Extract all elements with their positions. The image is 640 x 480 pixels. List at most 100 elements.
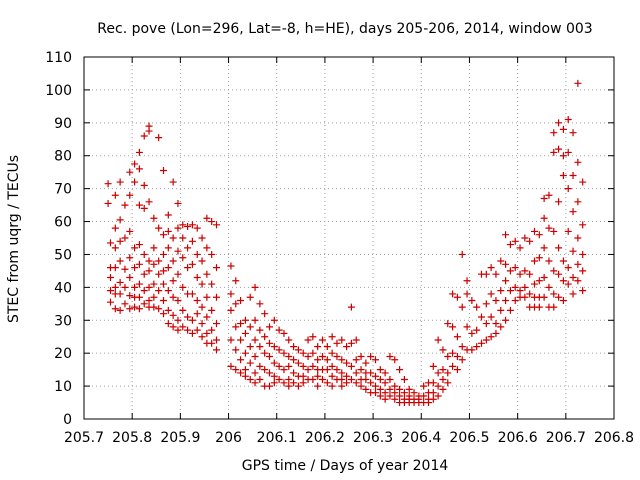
data-point bbox=[531, 280, 538, 288]
data-point bbox=[328, 372, 336, 380]
data-point bbox=[439, 366, 447, 374]
data-point bbox=[439, 385, 447, 393]
data-point bbox=[555, 119, 563, 127]
data-point bbox=[473, 343, 481, 351]
data-point bbox=[131, 283, 139, 291]
y-tick-label: 80 bbox=[54, 149, 72, 165]
data-point bbox=[482, 320, 490, 328]
data-point bbox=[275, 376, 283, 384]
data-point bbox=[381, 395, 389, 403]
data-point bbox=[323, 366, 331, 374]
data-point bbox=[203, 214, 211, 222]
y-tick-labels: 0 10 20 30 40 50 60 70 80 90 100 110 bbox=[45, 50, 72, 428]
data-point bbox=[188, 221, 196, 229]
data-point bbox=[232, 300, 240, 308]
data-point bbox=[304, 336, 312, 344]
data-point bbox=[135, 201, 143, 209]
data-point bbox=[492, 270, 500, 278]
data-point bbox=[145, 127, 153, 135]
data-point bbox=[285, 352, 293, 360]
data-point bbox=[362, 385, 370, 393]
data-point bbox=[444, 379, 452, 387]
data-point bbox=[266, 369, 273, 377]
data-point bbox=[150, 293, 158, 301]
data-point bbox=[285, 362, 293, 370]
data-point bbox=[203, 244, 211, 252]
data-point bbox=[444, 352, 452, 360]
data-point bbox=[155, 305, 163, 313]
data-point bbox=[237, 356, 245, 364]
data-point bbox=[140, 132, 148, 140]
data-point bbox=[145, 267, 153, 275]
data-point bbox=[449, 349, 457, 357]
data-point bbox=[169, 178, 177, 186]
data-point bbox=[372, 382, 379, 390]
data-point bbox=[434, 392, 442, 400]
data-point bbox=[463, 277, 471, 285]
data-point bbox=[352, 369, 360, 377]
data-point bbox=[338, 376, 346, 384]
data-point bbox=[299, 379, 307, 387]
data-point bbox=[482, 336, 490, 344]
data-point bbox=[266, 382, 273, 390]
y-tick-label: 90 bbox=[54, 116, 72, 132]
data-point bbox=[328, 349, 336, 357]
data-point bbox=[458, 343, 466, 351]
data-point bbox=[299, 349, 307, 357]
data-point bbox=[135, 148, 143, 156]
data-point bbox=[251, 352, 259, 360]
data-point bbox=[323, 356, 331, 364]
data-point bbox=[362, 359, 370, 367]
data-point bbox=[574, 79, 582, 87]
data-point bbox=[198, 320, 206, 328]
data-point bbox=[213, 320, 220, 328]
data-point bbox=[386, 385, 394, 393]
data-point bbox=[540, 293, 548, 301]
data-point bbox=[145, 297, 153, 305]
data-point bbox=[564, 280, 572, 288]
data-point bbox=[352, 336, 360, 344]
data-point bbox=[193, 224, 201, 232]
data-point bbox=[453, 366, 461, 374]
data-point bbox=[367, 379, 375, 387]
data-point bbox=[396, 392, 404, 400]
data-point bbox=[121, 234, 129, 242]
data-point bbox=[468, 297, 476, 305]
data-point bbox=[116, 178, 124, 186]
data-point bbox=[131, 303, 139, 311]
data-point bbox=[492, 329, 500, 337]
data-point bbox=[569, 129, 577, 137]
data-point bbox=[155, 257, 163, 265]
x-tick-label: 206.4 bbox=[401, 430, 441, 446]
data-point bbox=[160, 280, 167, 288]
data-point bbox=[126, 168, 134, 176]
data-point bbox=[579, 221, 587, 229]
data-point bbox=[237, 336, 245, 344]
data-point bbox=[376, 385, 384, 393]
data-point bbox=[328, 362, 336, 370]
data-point bbox=[516, 244, 524, 252]
data-point bbox=[521, 293, 529, 301]
data-point bbox=[126, 191, 134, 199]
data-point bbox=[237, 369, 245, 377]
data-point bbox=[478, 313, 485, 321]
data-point bbox=[241, 316, 249, 324]
data-point bbox=[391, 382, 399, 390]
data-point bbox=[333, 339, 341, 347]
data-point bbox=[169, 311, 177, 319]
data-point bbox=[569, 273, 577, 281]
data-point bbox=[502, 277, 510, 285]
y-tick-label: 110 bbox=[45, 50, 72, 66]
data-point bbox=[135, 241, 143, 249]
data-point bbox=[193, 273, 201, 281]
data-point bbox=[347, 362, 355, 370]
data-point bbox=[579, 250, 587, 258]
data-point bbox=[540, 214, 548, 222]
data-point bbox=[559, 297, 567, 305]
data-point bbox=[386, 392, 394, 400]
data-point bbox=[169, 323, 177, 331]
data-point bbox=[164, 320, 172, 328]
x-tick-label: 206.7 bbox=[546, 430, 586, 446]
data-point bbox=[227, 262, 235, 270]
data-point bbox=[116, 306, 124, 314]
